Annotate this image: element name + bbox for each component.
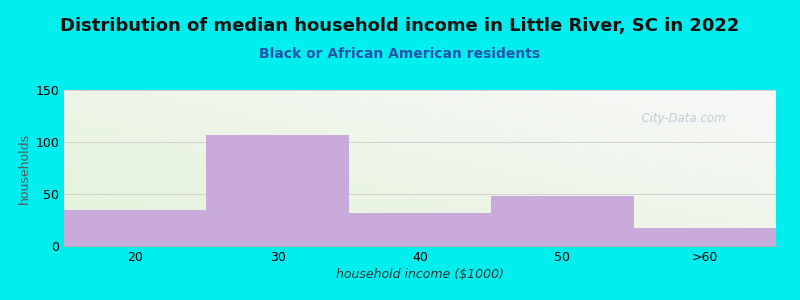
- Bar: [634, 228, 776, 246]
- Bar: [206, 135, 349, 246]
- Bar: [491, 196, 634, 246]
- Text: City-Data.com: City-Data.com: [634, 112, 726, 124]
- Bar: [349, 213, 491, 246]
- Bar: [64, 210, 206, 246]
- X-axis label: household income ($1000): household income ($1000): [336, 268, 504, 281]
- Text: Black or African American residents: Black or African American residents: [259, 46, 541, 61]
- Text: Distribution of median household income in Little River, SC in 2022: Distribution of median household income …: [60, 16, 740, 34]
- Y-axis label: households: households: [18, 132, 31, 204]
